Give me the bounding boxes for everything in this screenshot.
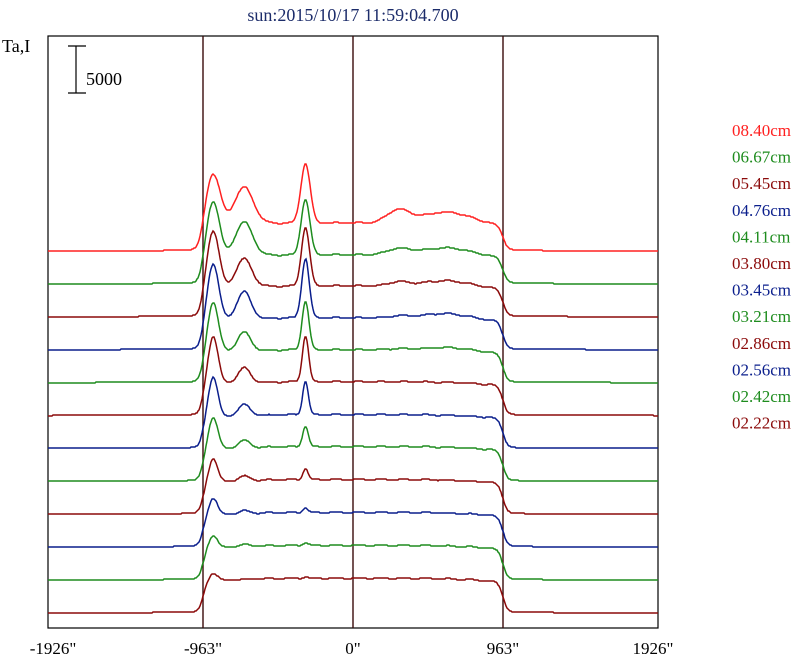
- legend-entry: 03.21cm: [732, 307, 791, 326]
- series-line-04.76cm: [48, 257, 658, 351]
- legend-entry: 06.67cm: [732, 148, 791, 167]
- legend-entry: 04.11cm: [732, 227, 790, 246]
- series-line-02.42cm: [48, 535, 658, 581]
- series-line-03.80cm: [48, 336, 658, 417]
- series-line-08.40cm: [48, 163, 658, 252]
- series-line-02.86cm: [48, 458, 658, 515]
- x-tick-label: 0": [345, 639, 360, 658]
- legend-entry: 05.45cm: [732, 174, 791, 193]
- scale-bar: 5000: [68, 45, 122, 94]
- x-tick-label: -963": [184, 639, 222, 658]
- series-line-02.22cm: [48, 573, 658, 614]
- legend-entry: 02.42cm: [732, 387, 791, 406]
- x-tick-label: 1926": [633, 639, 674, 658]
- legend-entry: 03.80cm: [732, 254, 791, 273]
- series-line-04.11cm: [48, 301, 658, 384]
- legend-entry: 02.56cm: [732, 360, 791, 379]
- x-tick-label: 963": [487, 639, 519, 658]
- series-line-05.45cm: [48, 227, 658, 318]
- legend-entry: 04.76cm: [732, 201, 791, 220]
- legend-entry: 02.86cm: [732, 334, 791, 353]
- chart-title: sun:2015/10/17 11:59:04.700: [247, 5, 458, 25]
- series-line-06.67cm: [48, 199, 658, 285]
- series-line-03.21cm: [48, 417, 658, 482]
- y-axis-label: Ta,I: [2, 36, 30, 56]
- legend-entry: 08.40cm: [732, 121, 791, 140]
- legend-entry: 02.22cm: [732, 414, 791, 433]
- x-tick-label: -1926": [30, 639, 77, 658]
- series-line-02.56cm: [48, 498, 658, 548]
- series-line-03.45cm: [48, 375, 658, 449]
- scale-bar-label: 5000: [86, 69, 122, 89]
- legend-entry: 03.45cm: [732, 281, 791, 300]
